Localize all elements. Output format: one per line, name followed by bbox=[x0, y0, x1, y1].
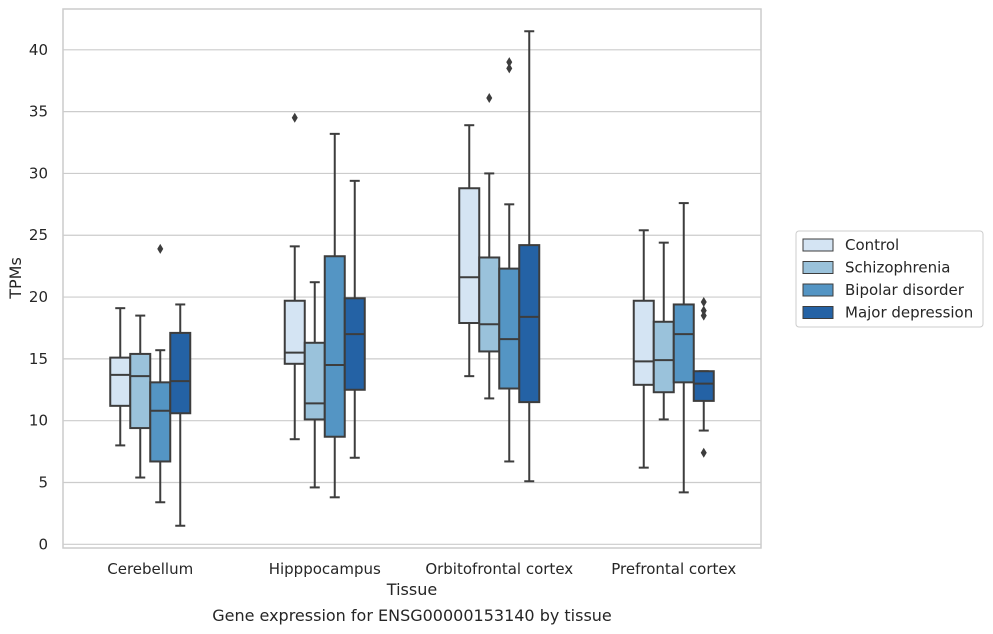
x-axis-title: Tissue bbox=[386, 580, 437, 599]
y-tick-labels: 0 5 10 15 20 25 30 35 40 bbox=[29, 41, 48, 553]
legend-swatch bbox=[802, 283, 834, 297]
x-tick-labels: Cerebellum Hipppocampus Orbitofrontal cort… bbox=[107, 560, 736, 578]
y-tick-label: 30 bbox=[29, 164, 48, 182]
y-tick-label: 5 bbox=[38, 473, 48, 491]
box-body bbox=[283, 299, 306, 365]
x-tick-label: Cerebellum bbox=[107, 560, 193, 578]
box-2-2 bbox=[498, 57, 521, 463]
box-body bbox=[458, 187, 481, 325]
box-body bbox=[518, 244, 541, 404]
box-body bbox=[632, 299, 655, 386]
outlier-point bbox=[700, 447, 707, 458]
plot-frame bbox=[62, 8, 762, 549]
y-tick-label: 25 bbox=[29, 226, 48, 244]
plot-background bbox=[63, 9, 761, 548]
box-3-2 bbox=[672, 202, 695, 494]
legend-label: Control bbox=[845, 236, 899, 254]
box-2-3 bbox=[518, 30, 541, 483]
box-0-1 bbox=[129, 314, 152, 479]
box-body bbox=[323, 255, 346, 438]
box-body bbox=[478, 256, 501, 353]
y-tick-label: 0 bbox=[38, 535, 48, 553]
box-1-0 bbox=[283, 112, 306, 441]
box-body bbox=[303, 341, 326, 421]
outlier-point bbox=[291, 112, 298, 123]
box-body bbox=[343, 297, 366, 391]
outlier-point bbox=[700, 296, 707, 307]
legend: Control Schizophrenia Bipolar disorder Majo… bbox=[795, 230, 984, 328]
box-body bbox=[672, 303, 695, 384]
y-tick-label: 10 bbox=[29, 412, 48, 430]
y-axis-title: TPMs bbox=[6, 257, 25, 300]
x-tick-label: Hipppocampus bbox=[269, 560, 381, 578]
outlier-point bbox=[157, 243, 164, 254]
outlier-point bbox=[506, 57, 513, 68]
box-body bbox=[692, 370, 715, 402]
legend-label: Bipolar disorder bbox=[845, 281, 965, 299]
box-body bbox=[652, 320, 675, 394]
legend-swatch bbox=[802, 306, 834, 319]
box-body bbox=[169, 331, 192, 415]
box-body bbox=[149, 381, 172, 463]
outlier-point bbox=[700, 305, 707, 316]
box-2-0 bbox=[458, 124, 481, 378]
box-0-0 bbox=[109, 307, 132, 447]
chart-caption: Gene expression for ENSG00000153140 by t… bbox=[212, 606, 612, 625]
legend-label: Schizophrenia bbox=[845, 259, 950, 277]
box-body bbox=[109, 356, 132, 407]
y-tick-label: 20 bbox=[29, 288, 48, 306]
outlier-point bbox=[486, 93, 493, 104]
y-tick-label: 15 bbox=[29, 350, 48, 368]
y-tick-label: 35 bbox=[29, 103, 48, 121]
x-tick-label: Prefrontal cortex bbox=[611, 560, 736, 578]
legend-swatch bbox=[802, 261, 834, 274]
legend-label: Major depression bbox=[845, 304, 973, 322]
outlier-point bbox=[506, 63, 513, 74]
x-tick-label: Orbitofrontal cortex bbox=[425, 560, 573, 578]
legend-frame bbox=[795, 230, 984, 328]
y-tick-label: 40 bbox=[29, 41, 48, 59]
box-body bbox=[129, 352, 152, 430]
box-3-3 bbox=[692, 296, 715, 458]
box-1-3 bbox=[343, 179, 366, 459]
legend-swatch bbox=[802, 238, 834, 252]
box-body bbox=[498, 267, 521, 390]
box-0-3 bbox=[169, 303, 192, 527]
box-0-2 bbox=[149, 243, 172, 504]
box-plots bbox=[109, 30, 715, 527]
